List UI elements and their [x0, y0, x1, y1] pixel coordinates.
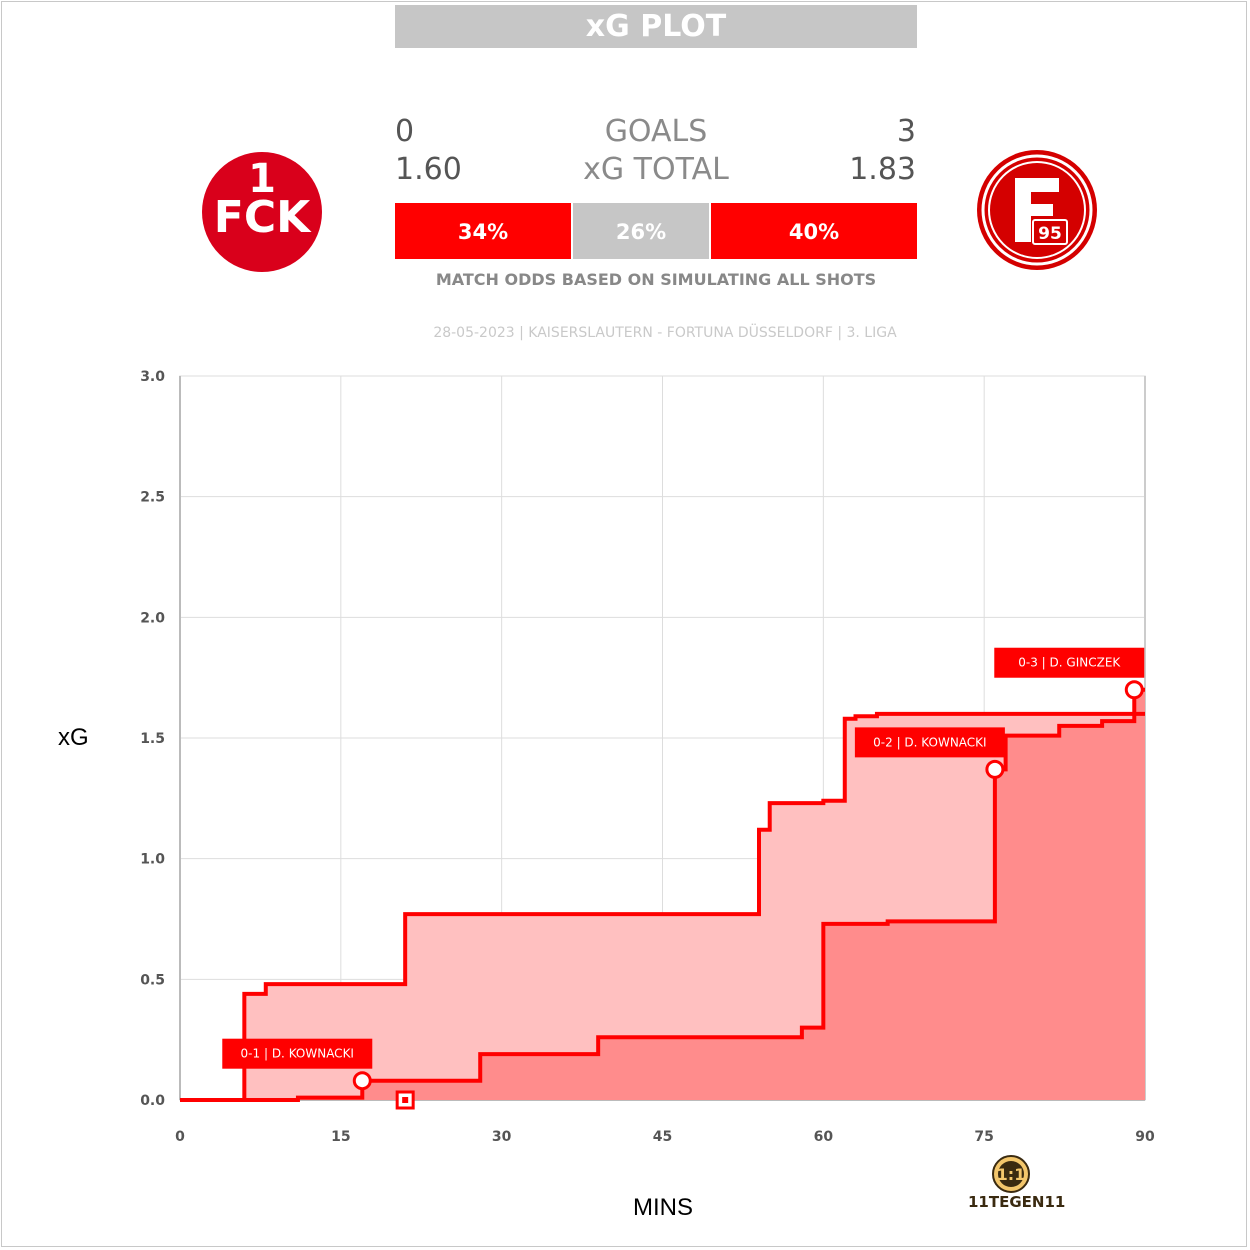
svg-text:95: 95	[1038, 224, 1062, 244]
xg-total-label: xG TOTAL	[583, 152, 729, 187]
y-tick-label: 0.5	[140, 972, 165, 988]
svg-text:1:1: 1:1	[997, 1165, 1026, 1184]
y-axis-title: xG	[58, 724, 89, 751]
away-xg-total: 1.83	[849, 152, 916, 187]
goal-marker	[985, 759, 1005, 779]
home-goals: 0	[395, 114, 415, 149]
home-xg-line	[180, 711, 1145, 1102]
y-tick-label: 1.5	[140, 731, 165, 747]
home-xg-total: 1.60	[395, 152, 462, 187]
y-tick-label: 2.0	[140, 610, 165, 626]
goal-marker	[1124, 680, 1144, 700]
away-xg-line	[180, 687, 1145, 1102]
goal-label-box	[854, 727, 1005, 758]
y-tick-label: 1.0	[140, 852, 165, 868]
page-title: xG PLOT	[395, 5, 917, 48]
x-tick-label: 75	[974, 1129, 993, 1145]
away-win-odds: 40%	[711, 203, 917, 259]
brand-logo-text: 11TEGEN11	[968, 1193, 1066, 1211]
event-marker-core	[402, 1097, 409, 1103]
brand-logo-icon: 1:1	[992, 1155, 1030, 1193]
x-tick-label: 0	[175, 1129, 185, 1145]
fck-crest-icon: FCK 1	[202, 152, 322, 272]
goal-label-box	[222, 1038, 373, 1069]
odds-note: MATCH ODDS BASED ON SIMULATING ALL SHOTS	[435, 270, 877, 289]
y-tick-label: 2.5	[140, 490, 165, 506]
away-goals: 3	[896, 114, 916, 149]
svg-text:FCK: FCK	[214, 192, 312, 243]
x-tick-label: 45	[653, 1129, 672, 1145]
svg-text:1: 1	[248, 156, 276, 202]
away-xg-area	[180, 689, 1145, 1100]
goal-label: 0-3 | D. GINCZEK	[1018, 656, 1121, 670]
x-tick-label: 90	[1135, 1129, 1155, 1145]
y-tick-label: 3.0	[140, 369, 165, 385]
goals-label: GOALS	[604, 114, 708, 149]
match-info: 28-05-2023 | KAISERSLAUTERN - FORTUNA DÜ…	[433, 325, 897, 341]
home-win-odds: 34%	[395, 203, 571, 259]
goal-label: 0-2 | D. KOWNACKI	[873, 735, 986, 749]
x-axis-title: MINS	[633, 1194, 693, 1221]
x-tick-label: 60	[814, 1129, 834, 1145]
y-tick-label: 0.0	[140, 1093, 165, 1109]
goal-marker	[352, 1071, 372, 1091]
goal-label: 0-1 | D. KOWNACKI	[241, 1047, 354, 1061]
f95-crest-icon: 95	[977, 150, 1097, 270]
goal-label-box	[994, 647, 1145, 678]
x-tick-label: 30	[492, 1129, 512, 1145]
draw-odds: 26%	[573, 203, 709, 259]
x-tick-label: 15	[331, 1129, 350, 1145]
